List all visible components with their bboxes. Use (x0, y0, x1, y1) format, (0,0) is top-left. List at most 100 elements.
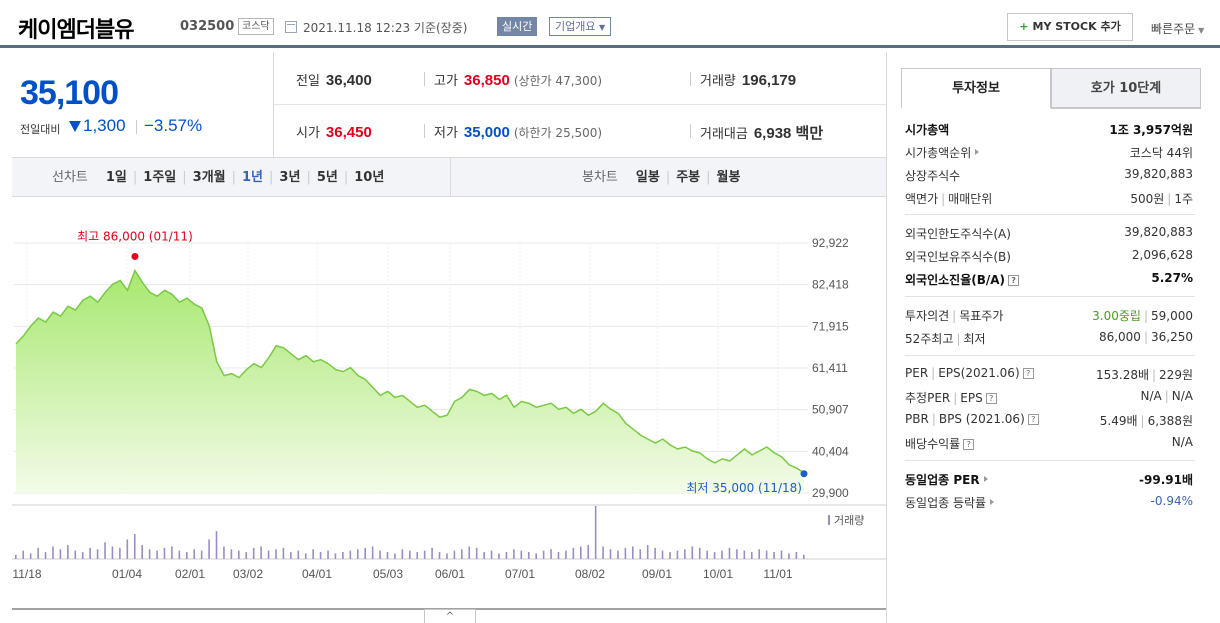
volume-bar (632, 546, 634, 559)
quick-order-label: 빠른주문 (1151, 22, 1196, 36)
add-my-stock-button[interactable]: + MY STOCK 추가 (1007, 13, 1133, 41)
volume-bar (334, 553, 337, 559)
volume-bar (498, 553, 500, 559)
volume-bar (37, 547, 39, 559)
period-option[interactable]: 1일 (105, 170, 127, 185)
collapse-chart-button[interactable]: ^ (424, 609, 476, 623)
help-icon[interactable]: ? (1008, 275, 1020, 286)
stock-name: 케이엠더블유 (18, 18, 134, 43)
candle-option[interactable]: 일봉 (635, 170, 660, 185)
volume-bar (141, 545, 143, 559)
help-icon[interactable]: ? (1027, 414, 1039, 425)
pipe-divider: | (931, 366, 936, 380)
volume-bar (297, 550, 300, 559)
volume-bar (275, 549, 277, 559)
prev-close-value: 36,400 (325, 72, 372, 89)
info-row: 추정PER | EPS? N/A | N/A (905, 386, 1195, 408)
info-value: 3.00중립 | 59,000 (1092, 307, 1193, 324)
period-option[interactable]: 3개월 (192, 170, 226, 185)
lower-limit: (하한가 25,500) (513, 126, 603, 140)
x-tick-label: 10/01 (703, 567, 733, 581)
help-icon[interactable]: ? (985, 393, 997, 404)
pipe-divider: | (269, 170, 274, 185)
info-key: 외국인한도주식수(A) (905, 225, 1011, 242)
info-value-text: 86,000 (1098, 330, 1141, 344)
x-tick-label: 03/02 (233, 567, 263, 581)
info-key-text: 외국인보유주식수(B) (905, 250, 1011, 264)
divider (136, 120, 137, 134)
volume-bar (624, 547, 627, 559)
info-value-text: 36,250 (1151, 330, 1193, 344)
upper-limit: (상한가 47,300) (513, 74, 603, 88)
volume-bar (74, 550, 77, 559)
volume-bar (163, 547, 166, 559)
candle-option[interactable]: 주봉 (676, 170, 701, 185)
info-key[interactable]: 시가총액순위 (905, 144, 980, 161)
volume-bar (557, 552, 560, 559)
candle-option[interactable]: 월봉 (716, 170, 741, 185)
timestamp: 2021.11.18 12:23 기준(장중) (303, 21, 468, 35)
info-key[interactable]: 동일업종 등락률 (905, 494, 995, 511)
help-icon[interactable]: ? (1022, 368, 1034, 379)
info-key[interactable]: 동일업종 PER (905, 471, 988, 488)
volume-bar (475, 547, 478, 559)
trade-amount: 거래대금 6,938 백만 (700, 122, 823, 143)
pipe-divider: | (665, 170, 671, 185)
volume-bar (505, 552, 508, 559)
realtime-button[interactable]: 실시간 (497, 17, 538, 36)
volume-bar (349, 550, 352, 559)
tab-order-book[interactable]: 호가 10단계 (1051, 68, 1201, 108)
y-tick-label: 29,900 (812, 486, 849, 500)
help-icon[interactable]: ? (963, 439, 975, 450)
volume-label: 거래량 (700, 74, 736, 89)
add-my-stock-label: MY STOCK 추가 (1032, 20, 1121, 33)
volume-bar (260, 546, 262, 559)
volume-bar (96, 549, 99, 559)
volume-bar (579, 546, 582, 559)
volume-bar (461, 549, 463, 559)
pipe-divider: | (931, 412, 936, 426)
current-price: 35,100 (20, 74, 119, 112)
volume-bar (208, 539, 210, 559)
pipe-divider: | (182, 170, 187, 185)
open-price: 시가 36,450 (296, 122, 372, 141)
low-value: 35,000 (463, 124, 510, 141)
volume-bar (15, 554, 17, 559)
info-key: 추정PER | EPS? (905, 389, 997, 406)
info-key-text: 매매단위 (948, 192, 993, 206)
period-option[interactable]: 10년 (354, 170, 385, 185)
info-value: 39,820,883 (1124, 167, 1193, 181)
x-tick-label: 06/01 (435, 567, 465, 581)
y-tick-label: 71,915 (812, 319, 849, 333)
info-tabs: 투자정보 호가 10단계 (901, 68, 1201, 108)
volume-bar (698, 547, 701, 559)
period-option[interactable]: 5년 (316, 170, 338, 185)
info-row: 투자의견 | 목표주가 3.00중립 | 59,000 (905, 304, 1195, 326)
info-row: PER | EPS(2021.06)? 153.28배 | 229원 (905, 363, 1195, 385)
company-overview-dropdown[interactable]: 기업개요 ▼ (549, 17, 612, 36)
down-triangle-icon (69, 121, 81, 132)
period-option[interactable]: 3년 (279, 170, 301, 185)
period-option[interactable]: 1주일 (143, 170, 177, 185)
volume-bar (527, 552, 530, 559)
info-key-text: 동일업종 등락률 (905, 496, 987, 510)
info-row: 52주최고 | 최저 86,000 | 36,250 (905, 327, 1195, 349)
volume-bar (245, 552, 248, 559)
period-option[interactable]: 1년 (242, 170, 264, 185)
info-key: 투자의견 | 목표주가 (905, 307, 1003, 324)
y-tick-label: 61,411 (812, 361, 848, 375)
divider (690, 124, 691, 138)
quick-order-dropdown[interactable]: 빠른주문 ▼ (1151, 20, 1204, 37)
pipe-divider: | (1143, 330, 1148, 344)
volume-bar (319, 552, 322, 559)
price-chart[interactable]: 92,922 82,418 71,915 61,411 50,907 40,404 29,9… (12, 222, 886, 614)
low-price: 저가 35,000 (하한가 25,500) (434, 122, 602, 141)
tab-investment-info[interactable]: 투자정보 (901, 68, 1051, 108)
trade-amount-label: 거래대금 (700, 127, 748, 142)
info-key-text: 외국인소진율(B/A) (905, 273, 1006, 287)
y-tick-label: 92,922 (812, 236, 849, 250)
x-tick-label: 07/01 (505, 567, 535, 581)
high-marker (131, 252, 139, 260)
stock-header: 케이엠더블유 032500 코스닥 2021.11.18 12:23 기준(장중… (0, 0, 1220, 48)
info-row: 동일업종 PER -99.91배 (905, 468, 1195, 490)
